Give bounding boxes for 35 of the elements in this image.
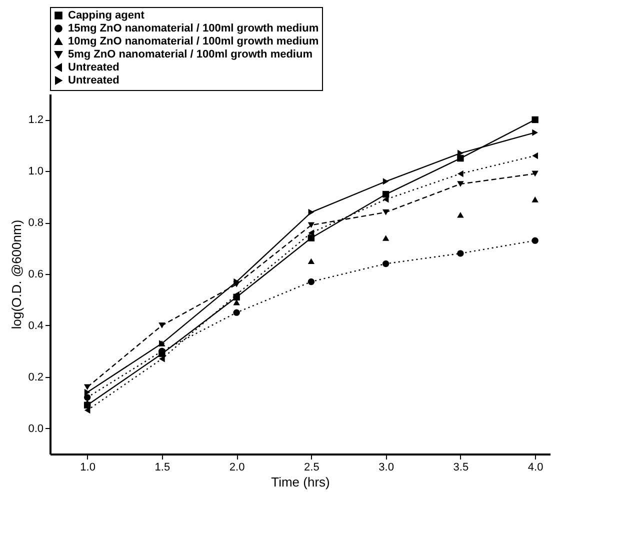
y-tick-label: 1.2 [28,114,44,126]
legend-label: 10mg ZnO nanomaterial / 100ml growth medium [68,36,319,48]
point [457,250,464,257]
point [382,235,390,241]
point [532,152,538,160]
y-tick-label: 0.0 [28,422,44,435]
y-axis-title: log(O.D. @600nm) [9,220,24,330]
x-tick-label: 2.5 [304,462,320,474]
y-tick-label: 0.4 [28,320,44,332]
legend-label: 15mg ZnO nanomaterial / 100ml growth medium [68,22,319,34]
x-tick-label: 1.5 [154,462,170,474]
point [308,222,315,228]
x-tick-label: 3.5 [453,462,469,474]
y-tick-label: 0.8 [28,217,44,230]
point [308,258,315,264]
point [532,237,538,244]
legend-label: Capping agent [68,10,145,22]
y-tick-label: 0.6 [28,268,44,280]
legend-label: Untreated [68,74,120,86]
point [382,260,390,268]
point [84,394,91,401]
x-tick-label: 3.0 [378,462,394,474]
y-tick-label: 1.0 [28,166,44,178]
x-axis-title: Time (hrs) [271,474,330,490]
point [233,309,240,316]
y-tick-label: 0.2 [28,371,44,384]
point [457,212,464,218]
legend-label: 5mg ZnO nanomaterial / 100ml growth medium [68,48,313,60]
x-tick-label: 4.0 [528,462,544,474]
point [308,278,315,286]
point [532,196,538,202]
point [458,170,464,178]
x-tick-label: 1.0 [80,462,96,474]
x-tick-label: 2.0 [229,462,245,474]
legend-label: Untreated [68,62,120,74]
